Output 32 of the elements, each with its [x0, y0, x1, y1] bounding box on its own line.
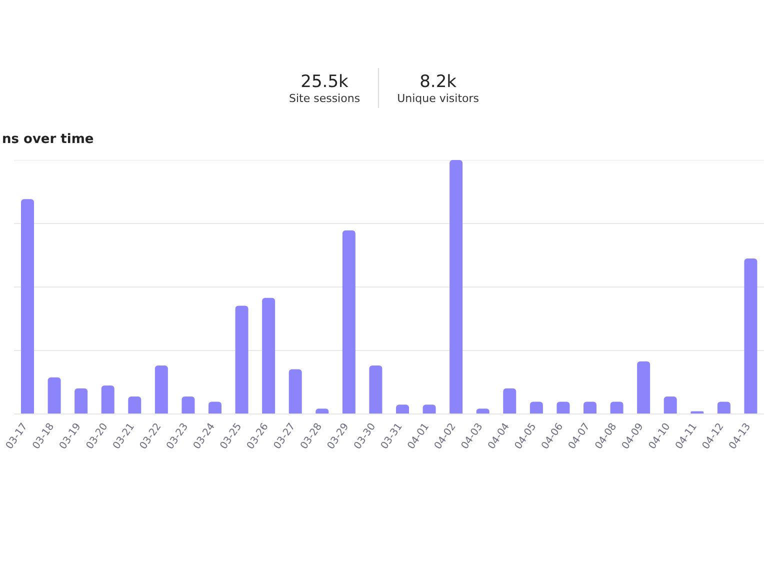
chart-title: ns over time [2, 132, 94, 147]
text: 25.5k [300, 72, 350, 92]
bar [262, 298, 276, 414]
bar [556, 402, 570, 414]
bar [503, 388, 516, 414]
bar [101, 386, 114, 414]
bar [235, 306, 248, 414]
bar [584, 402, 596, 414]
bar [208, 402, 222, 414]
bar [128, 396, 142, 414]
bar [422, 404, 436, 414]
bar [154, 365, 168, 414]
bar [316, 408, 329, 414]
bar [744, 258, 758, 414]
bar [610, 402, 624, 414]
bar [288, 369, 302, 414]
bar [182, 396, 195, 414]
text: Site sessions [288, 92, 360, 105]
text: Unique visitors [397, 92, 480, 105]
bar [637, 361, 650, 414]
bar [530, 402, 543, 414]
bar [664, 396, 677, 414]
bar [450, 160, 463, 414]
bar [476, 408, 490, 414]
bar [21, 199, 34, 414]
bar [342, 230, 356, 414]
bar [717, 402, 730, 414]
bar [74, 388, 88, 414]
bar [396, 404, 409, 414]
bar [369, 365, 382, 414]
text: 8.2k [418, 72, 458, 92]
bar [48, 377, 61, 414]
